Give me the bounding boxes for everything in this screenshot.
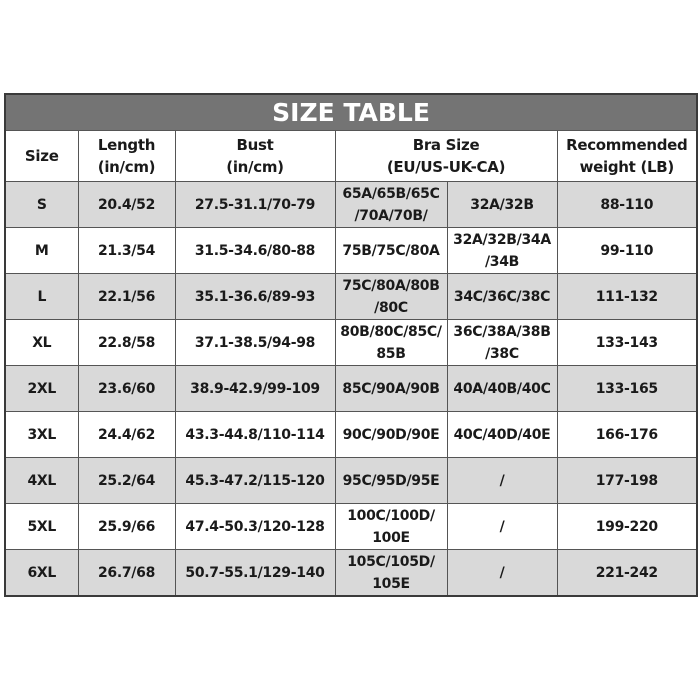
- cell-bra-eu: 75C/80A/80B /80C: [334, 273, 448, 320]
- cell-weight: 133-143: [556, 319, 698, 366]
- cell-weight: 177-198: [556, 457, 698, 504]
- table-row: L 22.1/56 35.1-36.6/89-93 75C/80A/80B /80C 3…: [4, 273, 698, 320]
- cell-bust: 43.3-44.8/110-114: [174, 411, 336, 458]
- cell-bra-eu: 95C/95D/95E: [334, 457, 448, 504]
- cell-size: 6XL: [4, 549, 79, 597]
- cell-size: 5XL: [4, 503, 79, 550]
- cell-weight: 99-110: [556, 227, 698, 274]
- cell-bra-eu: 90C/90D/90E: [334, 411, 448, 458]
- cell-size: 2XL: [4, 365, 79, 412]
- cell-size: 4XL: [4, 457, 79, 504]
- cell-bra-us: 40A/40B/40C: [446, 365, 558, 412]
- header-bust: Bust (in/cm): [174, 130, 336, 182]
- header-size: Size: [4, 130, 79, 182]
- cell-weight: 166-176: [556, 411, 698, 458]
- cell-bust: 47.4-50.3/120-128: [174, 503, 336, 550]
- cell-bra-us: /: [446, 549, 558, 597]
- cell-bra-us: 36C/38A/38B /38C: [446, 319, 558, 366]
- cell-bust: 35.1-36.6/89-93: [174, 273, 336, 320]
- cell-bust: 38.9-42.9/99-109: [174, 365, 336, 412]
- cell-bust: 27.5-31.1/70-79: [174, 181, 336, 228]
- cell-bra-eu: 105C/105D/ 105E: [334, 549, 448, 597]
- cell-length: 20.4/52: [77, 181, 176, 228]
- cell-bra-eu: 100C/100D/ 100E: [334, 503, 448, 550]
- header-weight: Recommended weight (LB): [556, 130, 698, 182]
- cell-bra-eu: 80B/80C/85C/ 85B: [334, 319, 448, 366]
- table-row: S 20.4/52 27.5-31.1/70-79 65A/65B/65C /70A/…: [4, 181, 698, 228]
- cell-size: 3XL: [4, 411, 79, 458]
- cell-bra-eu: 65A/65B/65C /70A/70B/: [334, 181, 448, 228]
- cell-bra-us: 40C/40D/40E: [446, 411, 558, 458]
- header-length: Length (in/cm): [77, 130, 176, 182]
- table-row: 3XL 24.4/62 43.3-44.8/110-114 90C/90D/90E 40…: [4, 411, 698, 458]
- cell-size: L: [4, 273, 79, 320]
- cell-bust: 37.1-38.5/94-98: [174, 319, 336, 366]
- size-table: SIZE TABLE Size Length (in/cm) Bust (in/…: [4, 93, 699, 597]
- table-row: M 21.3/54 31.5-34.6/80-88 75B/75C/80A 32A/32…: [4, 227, 698, 274]
- table-title: SIZE TABLE: [4, 93, 698, 131]
- cell-length: 21.3/54: [77, 227, 176, 274]
- cell-length: 26.7/68: [77, 549, 176, 597]
- cell-weight: 88-110: [556, 181, 698, 228]
- cell-length: 25.9/66: [77, 503, 176, 550]
- cell-length: 22.1/56: [77, 273, 176, 320]
- table-row: 5XL 25.9/66 47.4-50.3/120-128 100C/100D/ 10…: [4, 503, 698, 550]
- header-bra-size: Bra Size (EU/US-UK-CA): [334, 130, 558, 182]
- cell-bra-us: /: [446, 503, 558, 550]
- cell-bra-us: 32A/32B/34A /34B: [446, 227, 558, 274]
- table-row: 4XL 25.2/64 45.3-47.2/115-120 95C/95D/95E/1…: [4, 457, 698, 504]
- cell-bra-eu: 85C/90A/90B: [334, 365, 448, 412]
- cell-bra-us: 32A/32B: [446, 181, 558, 228]
- table-row: XL 22.8/58 37.1-38.5/94-98 80B/80C/85C/ 85B…: [4, 319, 698, 366]
- cell-weight: 111-132: [556, 273, 698, 320]
- cell-bra-eu: 75B/75C/80A: [334, 227, 448, 274]
- table-row: 2XL 23.6/60 38.9-42.9/99-109 85C/90A/90B 40A…: [4, 365, 698, 412]
- cell-bust: 45.3-47.2/115-120: [174, 457, 336, 504]
- cell-bra-us: 34C/36C/38C: [446, 273, 558, 320]
- cell-weight: 221-242: [556, 549, 698, 597]
- cell-length: 23.6/60: [77, 365, 176, 412]
- cell-size: S: [4, 181, 79, 228]
- cell-bust: 31.5-34.6/80-88: [174, 227, 336, 274]
- cell-bra-us: /: [446, 457, 558, 504]
- cell-size: XL: [4, 319, 79, 366]
- cell-weight: 199-220: [556, 503, 698, 550]
- cell-length: 25.2/64: [77, 457, 176, 504]
- cell-length: 22.8/58: [77, 319, 176, 366]
- table-row: 6XL 26.7/68 50.7-55.1/129-140 105C/105D/ 10…: [4, 549, 698, 597]
- cell-size: M: [4, 227, 79, 274]
- cell-length: 24.4/62: [77, 411, 176, 458]
- cell-weight: 133-165: [556, 365, 698, 412]
- cell-bust: 50.7-55.1/129-140: [174, 549, 336, 597]
